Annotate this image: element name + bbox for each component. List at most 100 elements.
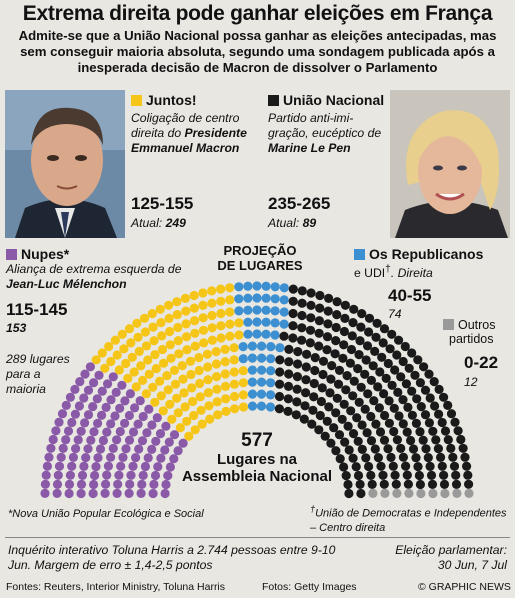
seat-juntos [136,361,146,371]
seat-uni-o-nacional [339,326,349,337]
seat-uni-o-nacional [390,470,400,480]
seat-os-republicanos-e-udi [261,305,271,315]
seat-juntos [196,405,206,415]
seat-uni-o-nacional [331,446,341,456]
seat-juntos [187,383,197,393]
seat-nupes [92,394,102,404]
seat-juntos [182,345,192,355]
seat-juntos [225,295,235,305]
seat-juntos [149,336,159,346]
seat-os-republicanos-e-udi [252,305,262,315]
seat-nupes [106,419,116,429]
seat-uni-o-nacional [320,431,330,441]
graphic-news-credit: © GRAPHIC NEWS [418,581,511,593]
seat-uni-o-nacional [434,409,444,419]
seat-juntos [186,369,196,380]
seat-nupes [128,427,139,437]
seat-uni-o-nacional [420,385,431,395]
seat-uni-o-nacional [360,369,370,379]
seat-uni-o-nacional [366,411,376,422]
seat-uni-o-nacional [398,419,408,429]
seat-uni-o-nacional [334,430,345,440]
seat-juntos [185,356,196,366]
seat-nupes [103,461,113,471]
seat-uni-o-nacional [316,396,326,407]
seat-uni-o-nacional [460,452,470,462]
seat-uni-o-nacional [292,397,302,407]
seat-juntos [127,352,137,362]
seat-uni-o-nacional [368,361,378,371]
seat-juntos [172,297,182,307]
seat-uni-o-nacional [367,479,377,489]
seat-juntos [225,283,235,293]
seat-juntos [155,304,165,314]
seat-nupes [65,392,75,402]
seat-os-republicanos-e-udi [257,341,267,351]
seat-nupes [83,385,94,395]
seat-juntos [106,356,116,367]
seat-os-republicanos-e-udi [279,319,289,329]
seat-uni-o-nacional [419,362,429,372]
seat-uni-o-nacional [340,313,350,323]
seat-nupes [137,479,147,489]
seat-uni-o-nacional [305,338,315,348]
seat-nupes [89,427,99,437]
seat-nupes [58,443,68,453]
seat-nupes [93,418,103,428]
seat-uni-o-nacional [398,452,408,462]
seat-juntos [97,348,107,358]
un-desc: Partido anti-imi-gração, eucéptico de Ma… [268,111,382,155]
seat-uni-o-nacional [348,318,358,328]
juntos-swatch [131,95,142,106]
nupes-name: Nupes* [6,246,211,262]
seat-nupes [64,479,75,489]
macron-photo [5,90,125,238]
seat-os-republicanos-e-udi [270,306,280,316]
seat-uni-o-nacional [380,410,390,421]
seat-uni-o-nacional [366,436,377,446]
seat-juntos [141,341,152,351]
seat-os-republicanos-e-udi [261,317,271,327]
seat-uni-o-nacional [407,386,417,396]
seat-os-republicanos-e-udi [266,342,276,352]
seat-uni-o-nacional [423,453,433,463]
seat-uni-o-nacional [323,306,333,316]
seat-juntos [203,375,213,385]
seat-nupes [144,404,154,414]
seat-nupes [70,409,80,419]
lr-current: 74 [388,307,402,321]
seat-juntos [181,319,191,329]
seat-juntos [202,349,212,359]
seat-uni-o-nacional [324,293,334,303]
lr-name: Os Republicanos [354,246,512,262]
seat-uni-o-nacional [356,382,366,392]
juntos-desc: Coligação de centro direita do President… [131,111,247,155]
seat-uni-o-nacional [299,414,309,424]
seat-uni-o-nacional [361,453,371,463]
seat-uni-o-nacional [297,323,307,333]
seat-uni-o-nacional [302,349,312,359]
seat-uni-o-nacional [424,418,434,428]
seat-uni-o-nacional [364,327,374,337]
seat-nupes [113,479,123,489]
seat-uni-o-nacional [315,303,325,313]
seat-nupes [61,435,71,445]
seat-nupes [112,488,122,498]
seat-os-republicanos-e-udi [257,365,267,375]
seat-nupes [101,479,111,489]
seat-nupes [118,452,128,462]
seat-uni-o-nacional [430,401,440,411]
seat-uni-o-nacional [292,372,302,382]
seat-uni-o-nacional [375,367,385,377]
seat-uni-o-nacional [297,286,307,296]
seat-uni-o-nacional [396,372,406,382]
seat-uni-o-nacional [416,402,426,412]
seat-nupes [133,419,143,429]
seat-uni-o-nacional [339,399,349,409]
seat-uni-o-nacional [355,336,365,346]
seat-juntos [216,308,226,319]
seat-juntos [132,318,142,328]
seat-juntos [158,406,168,416]
seat-uni-o-nacional [332,297,342,307]
seat-juntos [112,350,122,360]
